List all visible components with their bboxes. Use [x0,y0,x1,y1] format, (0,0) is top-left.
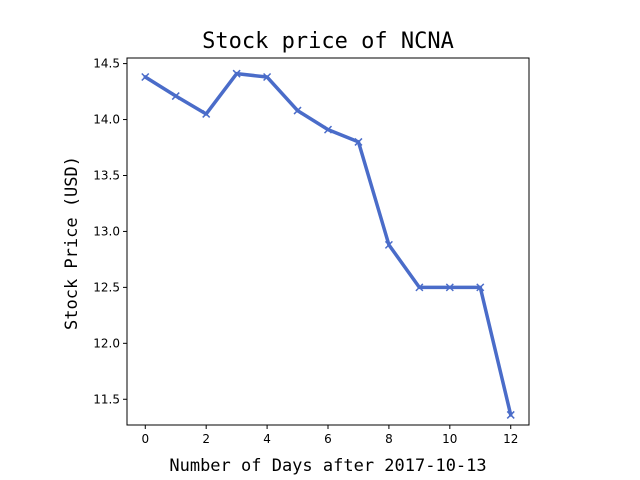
chart-title: Stock price of NCNA [202,29,454,54]
x-tick-label: 2 [202,432,210,446]
y-tick-label: 13.5 [93,168,120,182]
data-point-marker [476,283,485,292]
data-point-marker [506,410,515,419]
data-point-marker [232,69,241,78]
x-tick-label: 4 [263,432,271,446]
data-point-marker [263,72,272,82]
data-point-marker [323,125,333,134]
marker-stroke [384,240,393,249]
data-point-marker [415,283,424,292]
marker-stroke [263,72,272,82]
marker-stroke [445,283,454,292]
x-tick-label: 6 [324,432,332,446]
y-tick-label: 13.0 [93,224,120,238]
series-line [143,71,513,417]
y-tick-label: 14.0 [93,113,120,127]
data-point-marker [384,240,393,249]
x-tick-label: 8 [385,432,393,446]
data-point-marker [354,137,363,146]
marker-stroke [141,72,150,82]
marker-stroke [293,106,302,115]
marker-stroke [476,283,485,292]
marker-stroke [323,125,333,134]
data-point-marker [293,106,302,115]
series-layer [141,69,515,419]
data-point-marker [141,72,150,82]
marker-stroke [506,410,515,419]
marker-stroke [202,109,211,118]
x-tick-label: 12 [503,432,518,446]
y-tick-label: 14.5 [93,57,120,71]
axis-ticks: 0 2 4 6 8 10 12 11.5 12.0 12.5 13.0 13.5 14.0 14.5 [93,57,518,446]
x-tick-label: 10 [442,432,457,446]
data-point-marker [171,92,180,101]
marker-stroke [415,283,424,292]
x-tick-label: 0 [141,432,149,446]
data-point-marker [202,109,211,118]
y-tick-label: 12.0 [93,336,120,350]
data-point-marker [445,283,454,292]
x-axis-label: Number of Days after 2017-10-13 [169,456,486,476]
plot-frame [126,57,530,426]
y-tick-label: 12.5 [93,280,120,294]
marker-stroke [354,137,363,146]
y-axis-label: Stock Price (USD) [62,156,82,330]
y-tick-label: 11.5 [93,392,120,406]
marker-stroke [232,69,241,78]
marker-stroke [171,92,180,101]
